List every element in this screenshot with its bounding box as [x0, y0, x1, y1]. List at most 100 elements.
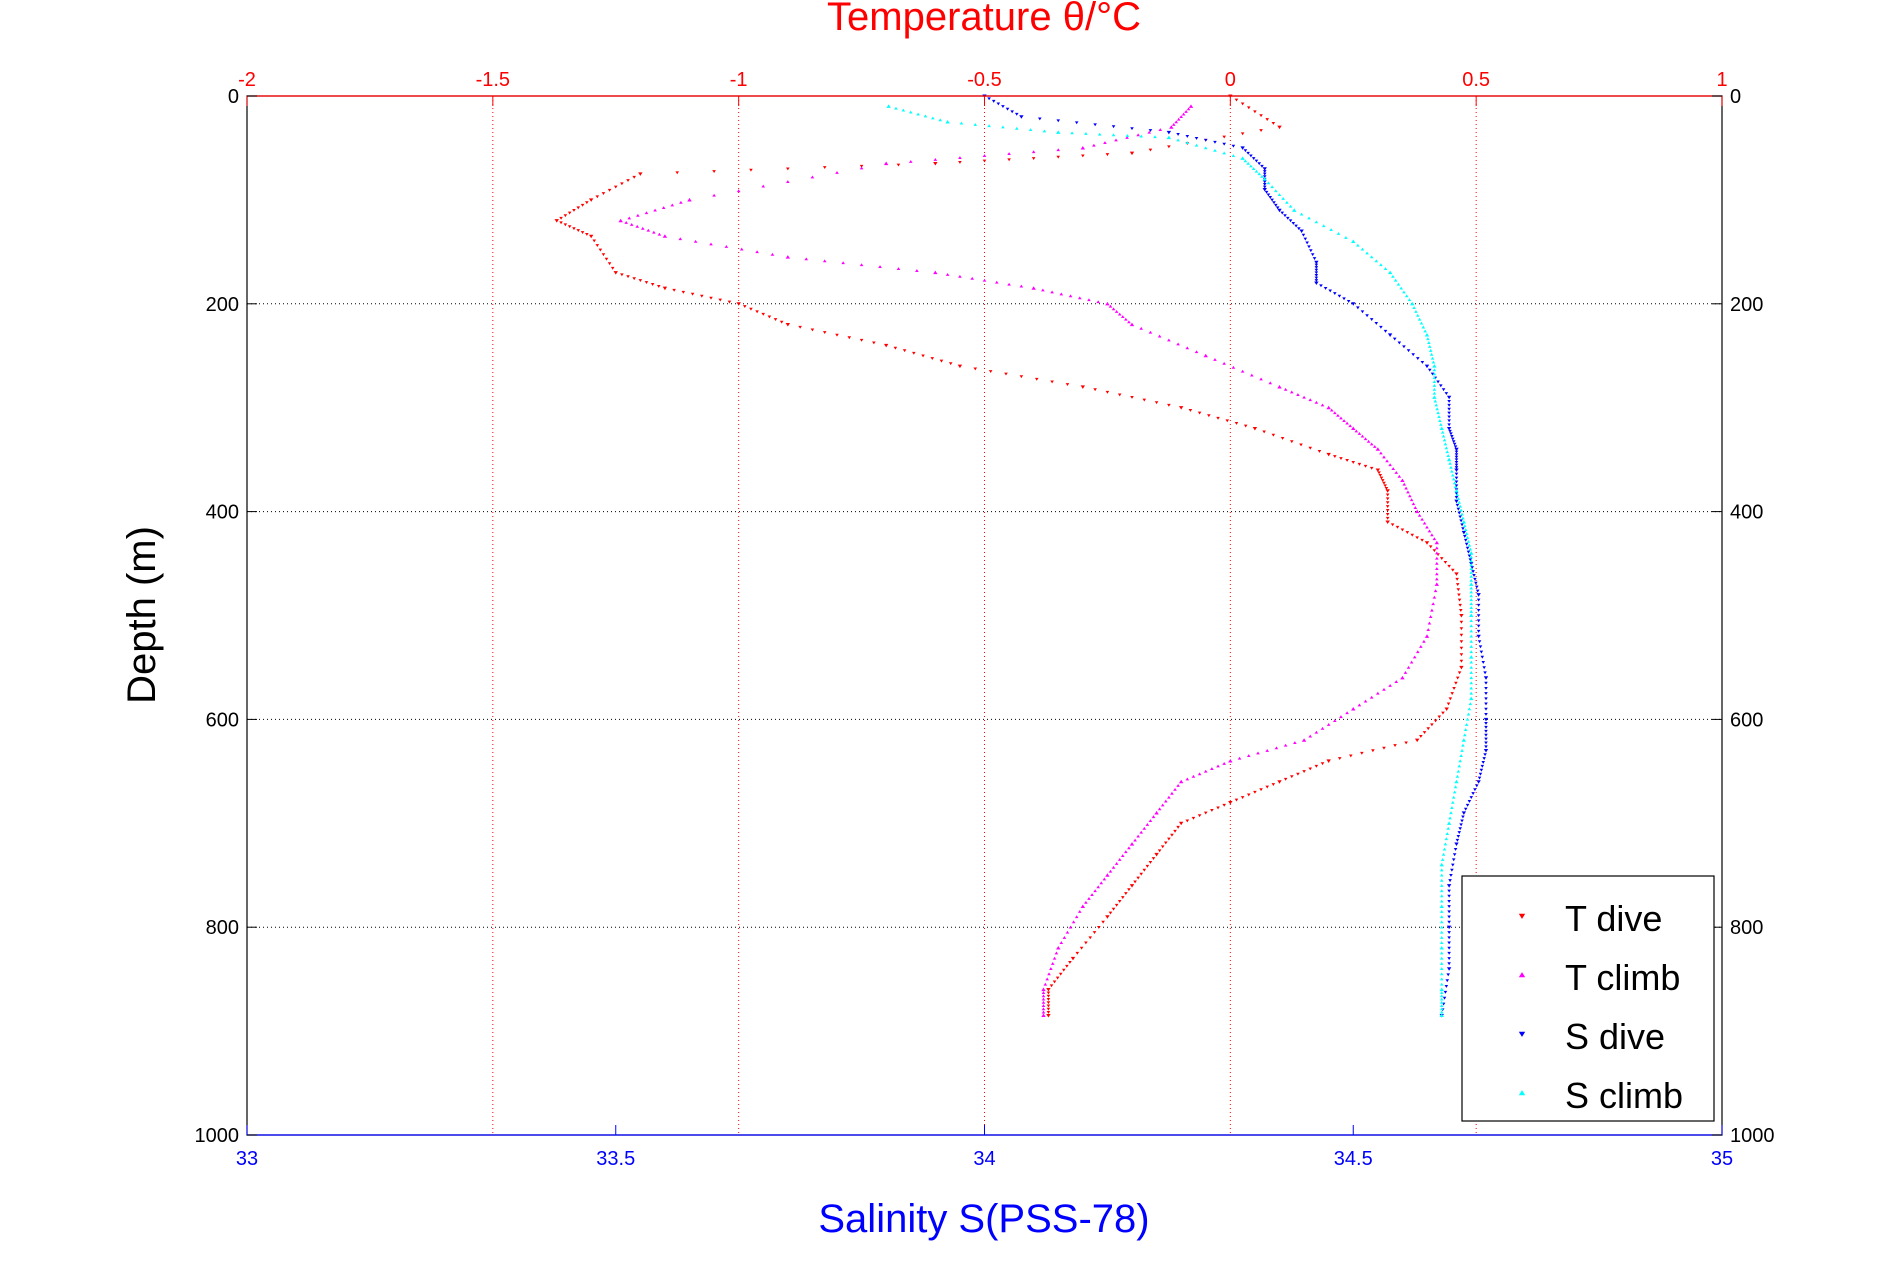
data-point: [1326, 452, 1331, 457]
data-point: [1446, 395, 1452, 400]
data-point: [1294, 224, 1298, 228]
data-point: [1445, 832, 1450, 835]
legend-label: T dive: [1565, 898, 1662, 939]
data-point: [1428, 545, 1433, 549]
data-point: [567, 211, 572, 215]
legend-marker: [1518, 972, 1526, 978]
data-point: [1476, 609, 1481, 612]
data-point: [1457, 500, 1462, 504]
data-point: [1410, 533, 1415, 537]
data-point: [1458, 759, 1462, 763]
data-point: [1447, 411, 1451, 415]
data-point: [1393, 744, 1397, 747]
data-point: [1406, 349, 1411, 353]
data-point: [1348, 424, 1352, 428]
data-point: [610, 266, 615, 270]
data-point: [1061, 968, 1066, 972]
data-point: [1471, 570, 1475, 573]
data-point: [572, 209, 576, 212]
data-point: [1326, 759, 1331, 763]
data-point: [859, 166, 864, 170]
data-point: [1114, 138, 1118, 142]
data-point: [1194, 143, 1199, 147]
data-point: [1430, 608, 1434, 612]
data-point: [945, 272, 950, 276]
data-point: [638, 172, 643, 176]
data-point: [1127, 846, 1131, 850]
data-point: [1357, 462, 1362, 466]
data-point: [1363, 464, 1368, 468]
data-point: [749, 307, 753, 311]
data-point: [1120, 896, 1125, 899]
data-point: [1439, 1013, 1444, 1018]
data-point: [1275, 206, 1280, 210]
data-point: [987, 124, 991, 128]
data-point: [724, 245, 729, 248]
data-point: [1314, 271, 1319, 275]
data-point: [1372, 445, 1377, 448]
data-point: [1435, 577, 1439, 581]
data-point: [1442, 996, 1447, 1000]
data-point: [1041, 1000, 1046, 1004]
data-point: [1293, 741, 1297, 745]
data-point: [1447, 957, 1451, 960]
data-point: [1117, 312, 1122, 316]
data-point: [1434, 582, 1440, 586]
data-point: [613, 271, 618, 275]
data-point: [1222, 803, 1226, 807]
data-point: [1176, 825, 1180, 829]
top-tick-label: -1: [730, 69, 748, 91]
data-point: [1411, 502, 1416, 506]
data-point: [1458, 603, 1462, 607]
data-point: [1439, 941, 1444, 945]
data-point: [1041, 997, 1046, 1001]
data-point: [1314, 263, 1319, 267]
data-point: [1469, 598, 1474, 602]
data-point: [1469, 567, 1474, 571]
data-point: [1185, 346, 1190, 350]
data-point: [847, 336, 852, 340]
data-point: [1414, 738, 1420, 743]
data-point: [1314, 273, 1319, 277]
data-point: [1289, 440, 1294, 444]
data-point: [1225, 419, 1230, 423]
data-point: [822, 166, 827, 170]
data-point: [1459, 620, 1464, 624]
data-point: [1463, 538, 1468, 542]
data-point: [1222, 142, 1226, 146]
data-point: [931, 116, 935, 120]
data-point: [1059, 941, 1064, 945]
data-point: [1231, 154, 1236, 158]
data-point: [650, 283, 655, 286]
data-point: [1277, 384, 1282, 389]
data-point: [563, 214, 568, 218]
data-point: [915, 269, 919, 272]
data-point: [588, 234, 594, 239]
data-point: [973, 122, 978, 126]
data-point: [1441, 388, 1446, 392]
data-point: [1469, 645, 1474, 648]
data-point: [1447, 564, 1451, 568]
data-point: [1387, 333, 1393, 337]
data-point: [1439, 422, 1443, 426]
data-point: [1301, 233, 1306, 237]
data-point: [1454, 463, 1459, 467]
data-point: [938, 118, 943, 122]
data-point: [1097, 925, 1101, 929]
data-point: [1434, 403, 1439, 407]
data-point: [1305, 241, 1309, 245]
data-point: [1314, 266, 1319, 270]
data-point: [1074, 121, 1079, 125]
data-point: [1383, 484, 1388, 488]
data-point: [1246, 161, 1250, 165]
data-point: [996, 102, 1001, 106]
data-point: [1077, 909, 1082, 913]
data-point: [1314, 279, 1319, 283]
data-point: [1114, 861, 1119, 865]
data-point: [1301, 738, 1307, 742]
data-point: [1105, 915, 1110, 919]
data-point: [1463, 528, 1468, 532]
data-point: [1096, 300, 1100, 304]
data-point: [1379, 263, 1383, 267]
data-point: [1148, 129, 1153, 133]
